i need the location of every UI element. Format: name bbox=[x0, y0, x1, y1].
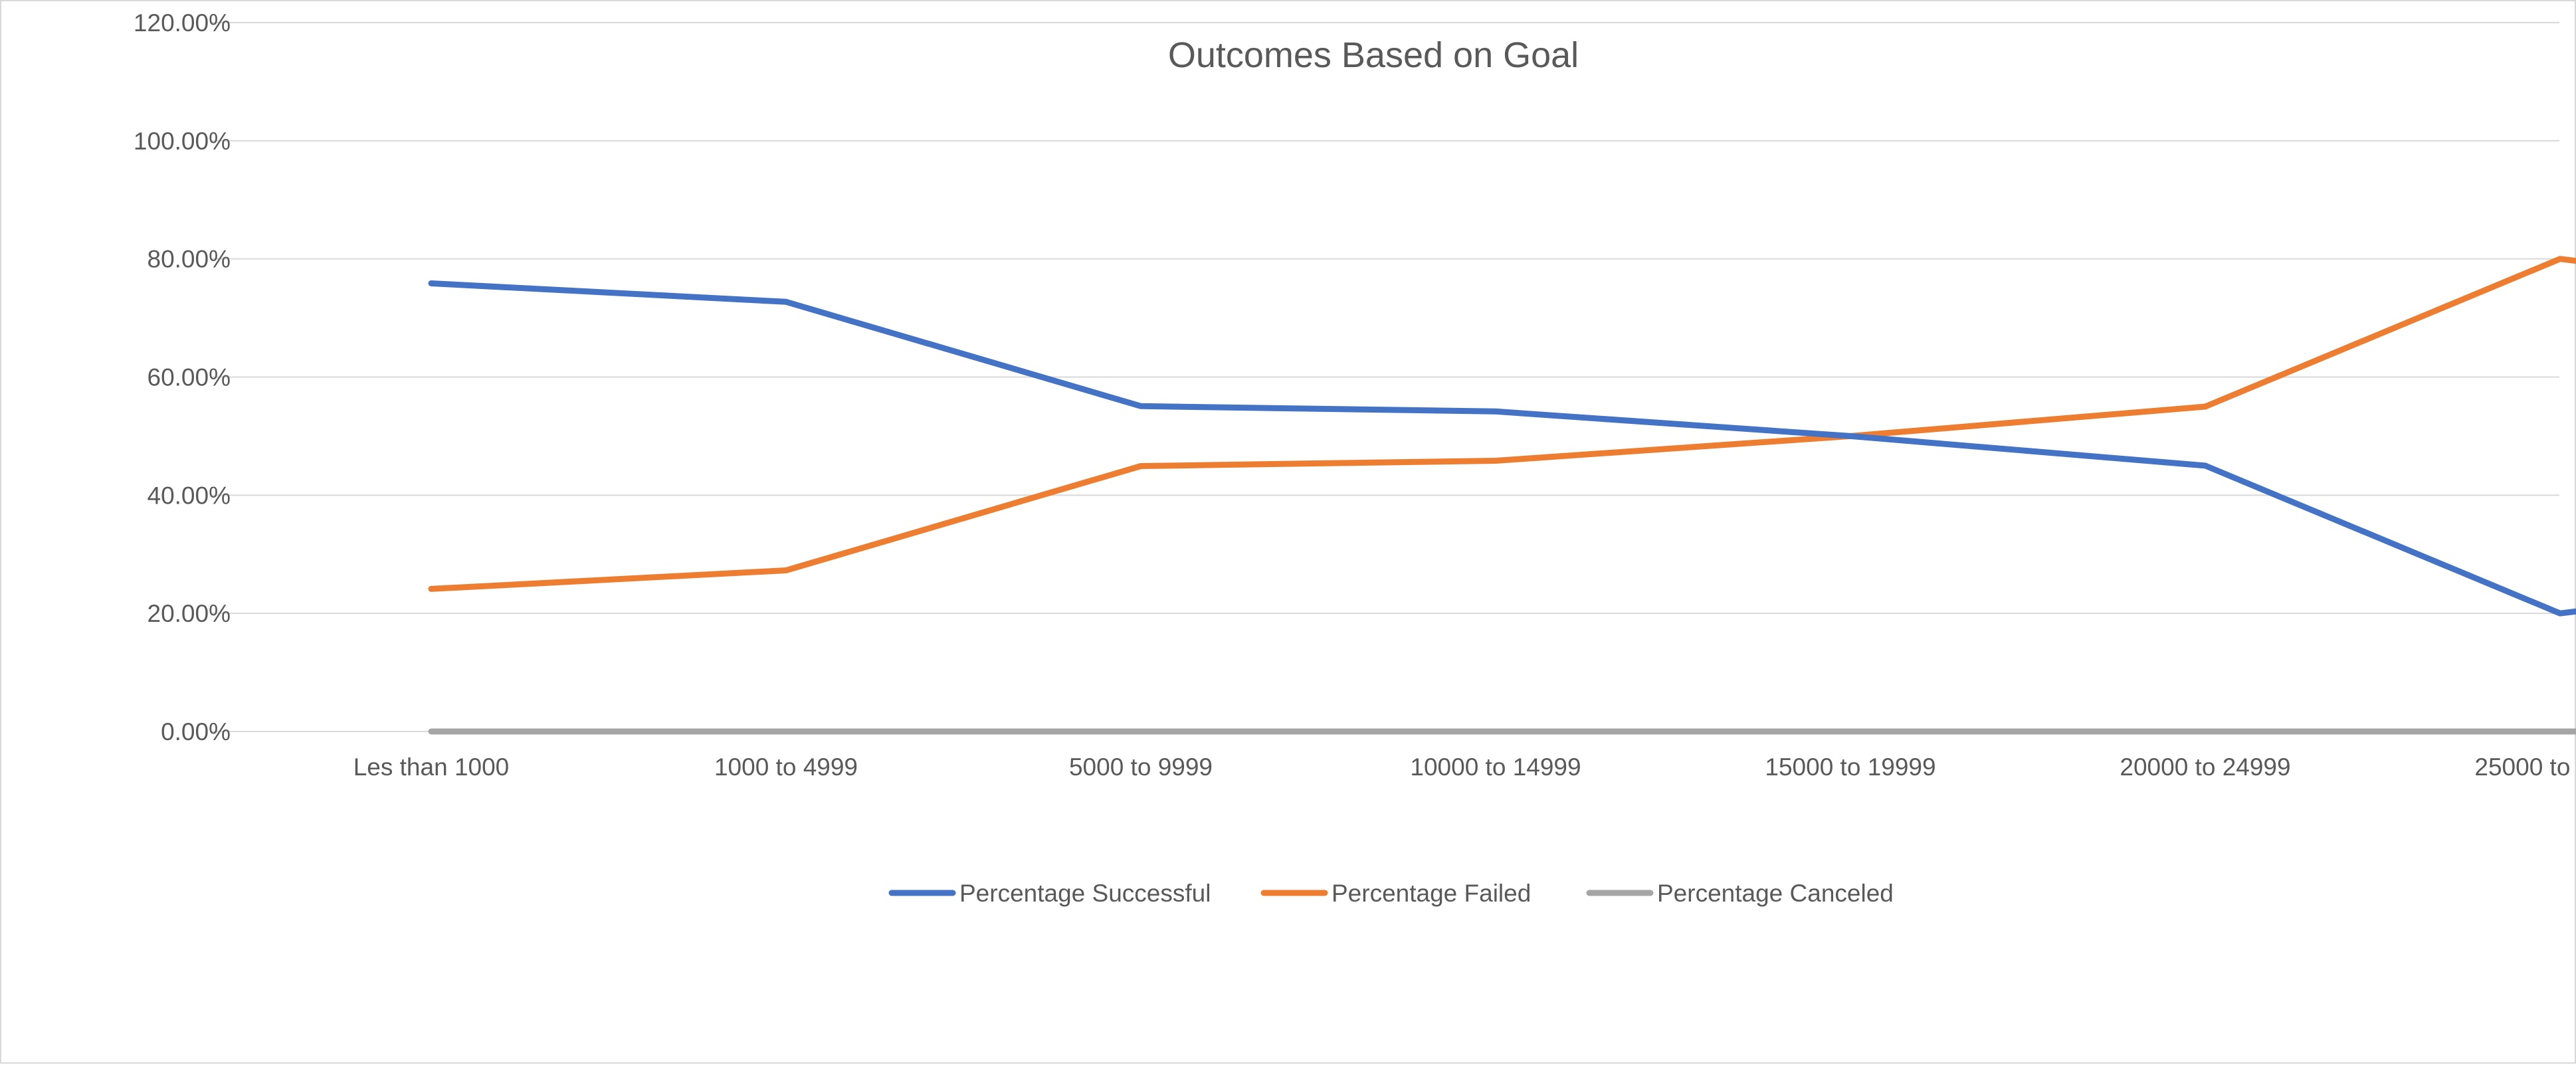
y-tick-label: 60.00% bbox=[148, 364, 231, 391]
x-tick-label: 10000 to 14999 bbox=[1410, 753, 1581, 781]
y-tick-label: 120.00% bbox=[134, 9, 231, 37]
chart-title: Outcomes Based on Goal bbox=[1168, 35, 1579, 75]
legend: Percentage Successful Percentage Failed Pe… bbox=[888, 880, 1894, 907]
series-line-percentage-successful bbox=[428, 280, 2576, 617]
x-tick-label: 15000 to 19999 bbox=[1765, 753, 1935, 781]
legend-label: Percentage Failed bbox=[1332, 880, 1531, 907]
series-lines bbox=[428, 256, 2576, 735]
x-tick-label: 5000 to 9999 bbox=[1069, 753, 1213, 781]
y-axis-tick-labels: 0.00% 20.00% 40.00% 60.00% 80.00% 100.00% 120.… bbox=[134, 9, 231, 745]
x-tick-label: 1000 to 4999 bbox=[714, 753, 858, 781]
y-tick-label: 0.00% bbox=[161, 718, 231, 745]
gridlines bbox=[211, 22, 2559, 732]
legend-label: Percentage Successful bbox=[959, 880, 1211, 907]
x-tick-label: 20000 to 24999 bbox=[2120, 753, 2290, 781]
x-axis-tick-labels: Les than 1000 1000 to 4999 5000 to 9999 100… bbox=[353, 753, 2576, 781]
y-tick-label: 80.00% bbox=[148, 246, 231, 273]
legend-label: Percentage Canceled bbox=[1657, 880, 1894, 907]
y-tick-label: 100.00% bbox=[134, 128, 231, 155]
x-tick-label: 25000 to 29999 bbox=[2474, 753, 2576, 781]
y-tick-label: 40.00% bbox=[148, 482, 231, 509]
x-tick-label: Les than 1000 bbox=[353, 753, 510, 781]
y-tick-label: 20.00% bbox=[148, 600, 231, 627]
series-line-percentage-failed bbox=[428, 256, 2576, 592]
